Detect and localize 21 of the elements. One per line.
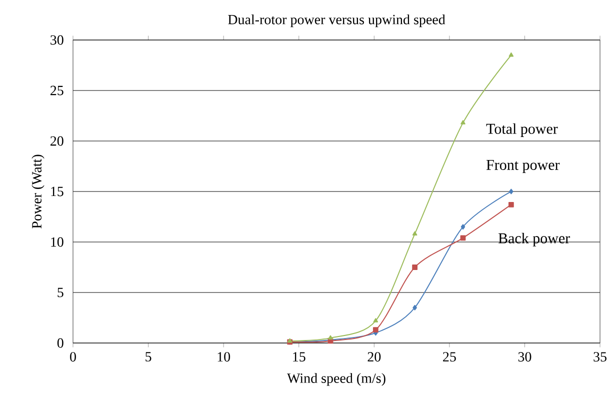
y-tick-label: 25 — [50, 86, 64, 96]
y-tick-label: 20 — [50, 136, 64, 146]
y-tick-label: 0 — [57, 338, 64, 348]
y-tick-label: 5 — [58, 288, 64, 298]
series-label: Back power — [498, 232, 570, 246]
x-tick-label: 20 — [368, 352, 381, 362]
x-tick-label: 25 — [443, 352, 456, 362]
x-tick-label: 35 — [594, 352, 606, 362]
x-tick-label: 30 — [518, 352, 532, 362]
x-tick-label: 15 — [293, 352, 306, 362]
chart-title: Dual-rotor power versus upwind speed — [228, 14, 446, 28]
x-tick-label: 0 — [70, 352, 76, 362]
y-tick-label: 30 — [50, 35, 64, 45]
x-axis-title: Wind speed (m/s) — [287, 373, 386, 386]
y-tick-label: 15 — [51, 186, 64, 196]
series-label: Total power — [486, 123, 558, 137]
y-axis-title: Power (Watt) — [32, 154, 44, 228]
x-tick-label: 5 — [146, 352, 152, 362]
x-tick-label: 10 — [218, 352, 230, 362]
series-label: Front power — [486, 160, 560, 173]
y-tick-label: 10 — [51, 237, 64, 247]
